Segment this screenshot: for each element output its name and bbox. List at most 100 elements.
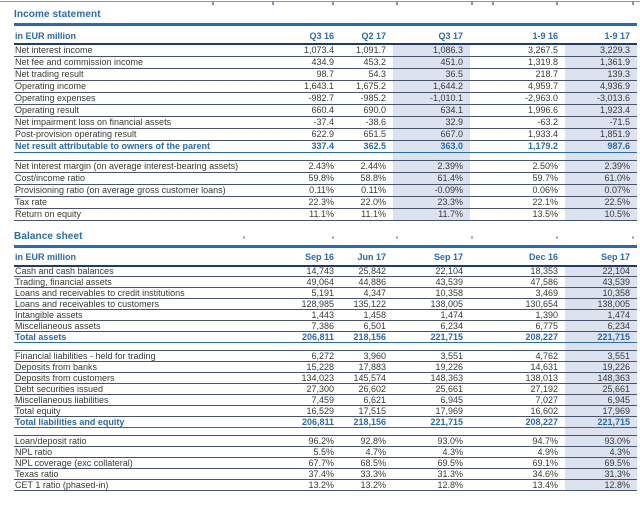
cell-q3-16: -982.7 (295, 92, 341, 105)
row-label: NPL ratio (14, 446, 295, 458)
cell-sep-17-ytd: 148,363 (565, 372, 637, 384)
table-row: Debt securities issued 27,300 26,602 25,… (14, 383, 637, 395)
column-divider-tick (632, 1, 634, 5)
cell-q3-17: 36.5 (393, 68, 470, 81)
row-label: Provisioning ratio (on average gross cus… (14, 184, 295, 197)
cell-q3-16: 337.4 (295, 140, 341, 153)
cell-sep-17: 19,226 (393, 361, 470, 373)
row-label: Net interest income (14, 44, 295, 57)
cell-q3-16: 660.4 (295, 104, 341, 117)
cropped-table-edge (0, 1, 640, 2)
column-divider-tick (492, 1, 494, 5)
cell-q3-17: 363.0 (393, 140, 470, 153)
cell-sep-17: 22,104 (393, 265, 470, 277)
cell-1-9-16: 59.7% (470, 172, 565, 185)
cell-sep-17: 6,945 (393, 394, 470, 406)
table-row: Operating expenses -982.7 -985.2 -1,010.… (14, 92, 637, 105)
section-divider-rule (14, 23, 637, 26)
cell-sep-16: 16,529 (295, 405, 341, 417)
cell-dec-16: 13.4% (470, 479, 565, 491)
cell-sep-17-ytd: 43,539 (565, 276, 637, 288)
column-divider-tick (332, 236, 334, 239)
row-label: Return on equity (14, 208, 295, 221)
row-label: Debt securities issued (14, 383, 295, 395)
column-divider-tick (212, 1, 214, 5)
cell-jun-17: 33.3% (341, 468, 393, 480)
cell-jun-17: 25,842 (341, 265, 393, 277)
cell-jun-17: 218,156 (341, 331, 393, 343)
cell-dec-16: 47,586 (470, 276, 565, 288)
cell-sep-17-ytd: 3,551 (565, 350, 637, 362)
row-label: Texas ratio (14, 468, 295, 480)
column-header: Q2 17 (341, 29, 393, 45)
cell-dec-16: 6,775 (470, 320, 565, 332)
spacer-row (14, 342, 637, 351)
row-label: Tax rate (14, 196, 295, 209)
cell-sep-16: 134,023 (295, 372, 341, 384)
total-liabilities-equity-row: Total liabilities and equity 206,811 218… (14, 416, 637, 428)
balance-sheet-header: in EUR million Sep 16 Jun 17 Sep 17 Dec 16 S… (14, 250, 637, 267)
row-label: Net fee and commission income (14, 56, 295, 69)
cell-q3-16: 59.8% (295, 172, 341, 185)
cell-sep-16: 13.2% (295, 479, 341, 491)
row-label: Cost/income ratio (14, 172, 295, 185)
ratio-row: Tax rate 22.3% 22.0% 23.3% 22.1% 22.5% (14, 196, 637, 209)
cell-1-9-16: 4,959.7 (470, 80, 565, 93)
table-row: Cash and cash balances 14,743 25,842 22,… (14, 265, 637, 277)
cell-1-9-17: 2.39% (565, 160, 637, 173)
table-row: Deposits from customers 134,023 145,574 … (14, 372, 637, 384)
cell-sep-16: 206,811 (295, 331, 341, 343)
cell-sep-17: 43,539 (393, 276, 470, 288)
cell-jun-17: 3,960 (341, 350, 393, 362)
cell-q3-17: 667.0 (393, 128, 470, 141)
row-label: Deposits from banks (14, 361, 295, 373)
cell-q2-17: 453.2 (341, 56, 393, 69)
cell-1-9-16: 0.06% (470, 184, 565, 197)
row-label: CET 1 ratio (phased-in) (14, 479, 295, 491)
income-statement-ratios: Net interest margin (on average interest… (14, 160, 637, 221)
cell-dec-16: 3,469 (470, 287, 565, 299)
cell-jun-17: 44,886 (341, 276, 393, 288)
cell-q2-17: 2.44% (341, 160, 393, 173)
cell-sep-16: 67.7% (295, 457, 341, 469)
cell-sep-17-ytd: 1,474 (565, 309, 637, 321)
table-row: Total equity 16,529 17,515 17,969 16,602… (14, 405, 637, 417)
column-header: Q3 16 (295, 29, 341, 45)
table-row: Intangible assets 1,443 1,458 1,474 1,39… (14, 309, 637, 321)
cell-q2-17: 54.3 (341, 68, 393, 81)
spacer-row (14, 152, 637, 161)
cell-sep-17: 1,474 (393, 309, 470, 321)
cell-q2-17: 58.8% (341, 172, 393, 185)
cell-sep-17-ytd: 93.0% (565, 435, 637, 447)
row-label: Operating result (14, 104, 295, 117)
cell-sep-17-ytd: 17,969 (565, 405, 637, 417)
cell-q2-17: 0.11% (341, 184, 393, 197)
table-row: Post-provision operating result 622.9 65… (14, 128, 637, 141)
ratio-row: CET 1 ratio (phased-in) 13.2% 13.2% 12.8… (14, 479, 637, 491)
balance-sheet-total-liabilities: Total liabilities and equity 206,811 218… (14, 416, 637, 436)
cell-q2-17: 22.0% (341, 196, 393, 209)
cell-jun-17: 4,347 (341, 287, 393, 299)
cell-1-9-16: 1,996.6 (470, 104, 565, 117)
cell-dec-16: 208,227 (470, 331, 565, 343)
row-label: Cash and cash balances (14, 265, 295, 277)
cell-q3-16: 98.7 (295, 68, 341, 81)
row-label: Net result attributable to owners of the… (14, 140, 295, 153)
cell-sep-17-ytd: 221,715 (565, 331, 637, 343)
income-statement-section: Income statement in EUR million Q3 16 Q2 … (14, 0, 637, 221)
cell-sep-16: 37.4% (295, 468, 341, 480)
cell-sep-16: 96.2% (295, 435, 341, 447)
cell-1-9-17: 3,229.3 (565, 44, 637, 57)
cell-q3-17: 1,086.3 (393, 44, 470, 57)
cell-sep-17: 148,363 (393, 372, 470, 384)
cell-1-9-16: 3,267.5 (470, 44, 565, 57)
cell-q2-17: -985.2 (341, 92, 393, 105)
section-divider-rule (14, 244, 637, 248)
column-header: Sep 17 (393, 250, 470, 267)
cell-q3-17: 2.39% (393, 160, 470, 173)
cell-1-9-17: 987.6 (565, 140, 637, 153)
income-statement-header: in EUR million Q3 16 Q2 17 Q3 17 1-9 16 1-9 … (14, 29, 637, 45)
cell-1-9-17: 1,923.4 (565, 104, 637, 117)
balance-sheet-ratios: Loan/deposit ratio 96.2% 92.8% 93.0% 94.… (14, 435, 637, 491)
cell-sep-16: 49,064 (295, 276, 341, 288)
